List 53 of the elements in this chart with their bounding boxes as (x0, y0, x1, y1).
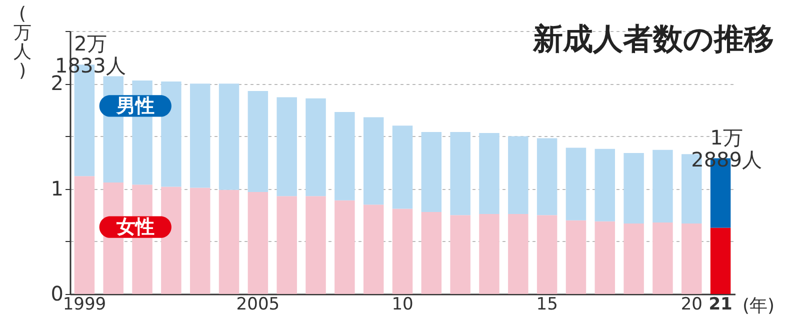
bar (161, 186, 182, 294)
bar (334, 200, 355, 294)
bar (566, 148, 586, 220)
bar (479, 214, 500, 294)
bar (363, 117, 384, 205)
bar (363, 204, 384, 294)
x-tick-label: 10 (392, 294, 414, 314)
x-tick-label: 21 (708, 294, 732, 314)
bar (392, 126, 413, 209)
bar (334, 112, 355, 200)
bar (624, 153, 644, 224)
bar (190, 188, 210, 294)
bar (566, 220, 586, 294)
bar (218, 84, 240, 190)
bar (624, 224, 644, 294)
x-tick-label: 2005 (236, 294, 280, 314)
bar (306, 98, 326, 196)
bar (276, 196, 297, 294)
bar (161, 81, 182, 187)
bar (710, 228, 731, 294)
y-tick-label: 1 (50, 176, 64, 200)
y-axis-title: (万人) (14, 4, 32, 82)
series-label: 男性 (115, 94, 154, 117)
bar (248, 90, 268, 192)
bar (450, 132, 470, 216)
series-label: 女性 (115, 216, 154, 238)
x-tick-label: 15 (536, 294, 558, 314)
bar (508, 136, 528, 214)
x-axis-title: (年) (742, 296, 775, 316)
bar (248, 192, 268, 294)
bar (421, 212, 442, 294)
y-tick-label: 0 (50, 282, 64, 306)
x-tick-label: 1999 (62, 294, 106, 314)
bar (306, 196, 326, 294)
bar (652, 222, 673, 294)
bar (276, 97, 297, 196)
bar (508, 214, 528, 294)
x-tick-label: 20 (680, 294, 702, 314)
bar (682, 224, 702, 294)
bar (594, 221, 616, 294)
bar (652, 150, 673, 222)
bar (450, 215, 470, 294)
bar (536, 138, 558, 216)
chart-title: 新成人者数の推移 (532, 22, 774, 57)
bar (74, 176, 95, 294)
annotation: 1万 2889人 (691, 125, 762, 172)
bar (479, 133, 500, 214)
bar (190, 84, 210, 188)
bar (594, 148, 616, 222)
bar (536, 215, 558, 294)
bar (218, 190, 240, 294)
bar (392, 208, 413, 294)
bar (421, 132, 442, 212)
